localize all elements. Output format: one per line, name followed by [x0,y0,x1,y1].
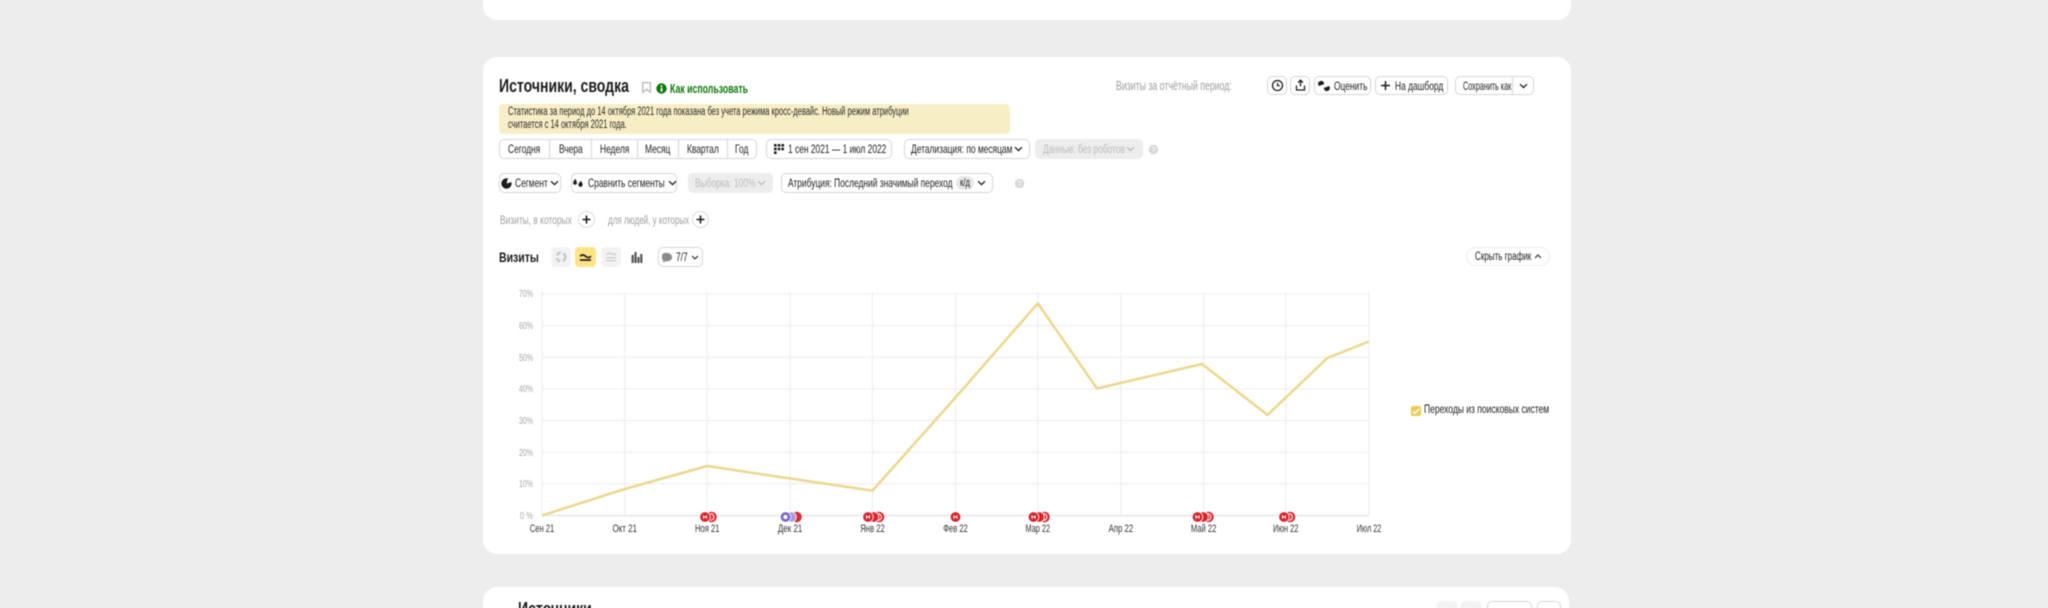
svg-text:Май 22: Май 22 [1191,523,1217,535]
svg-text:Янв 22: Янв 22 [860,523,885,535]
svg-text:10%: 10% [519,479,533,490]
svg-text:30%: 30% [519,416,533,427]
svg-text:Ноя 21: Ноя 21 [695,523,720,535]
svg-text:Мар 22: Мар 22 [1026,523,1051,535]
svg-text:60%: 60% [519,321,533,332]
svg-text:50%: 50% [519,353,533,364]
svg-text:?: ? [1151,145,1155,154]
svg-text:Фев 22: Фев 22 [943,523,968,535]
svg-text:Июл 22: Июл 22 [1357,523,1382,535]
svg-text:40%: 40% [519,384,533,395]
svg-text:Апр 22: Апр 22 [1109,523,1134,535]
svg-text:Окт 21: Окт 21 [612,523,637,535]
svg-text:0 %: 0 % [520,511,533,522]
svg-text:70%: 70% [519,289,533,300]
svg-text:Дек 21: Дек 21 [778,523,803,535]
svg-text:20%: 20% [519,448,533,459]
svg-text:Сен 21: Сен 21 [530,523,555,535]
svg-text:Июн 22: Июн 22 [1273,523,1299,535]
svg-text:?: ? [1017,179,1021,188]
